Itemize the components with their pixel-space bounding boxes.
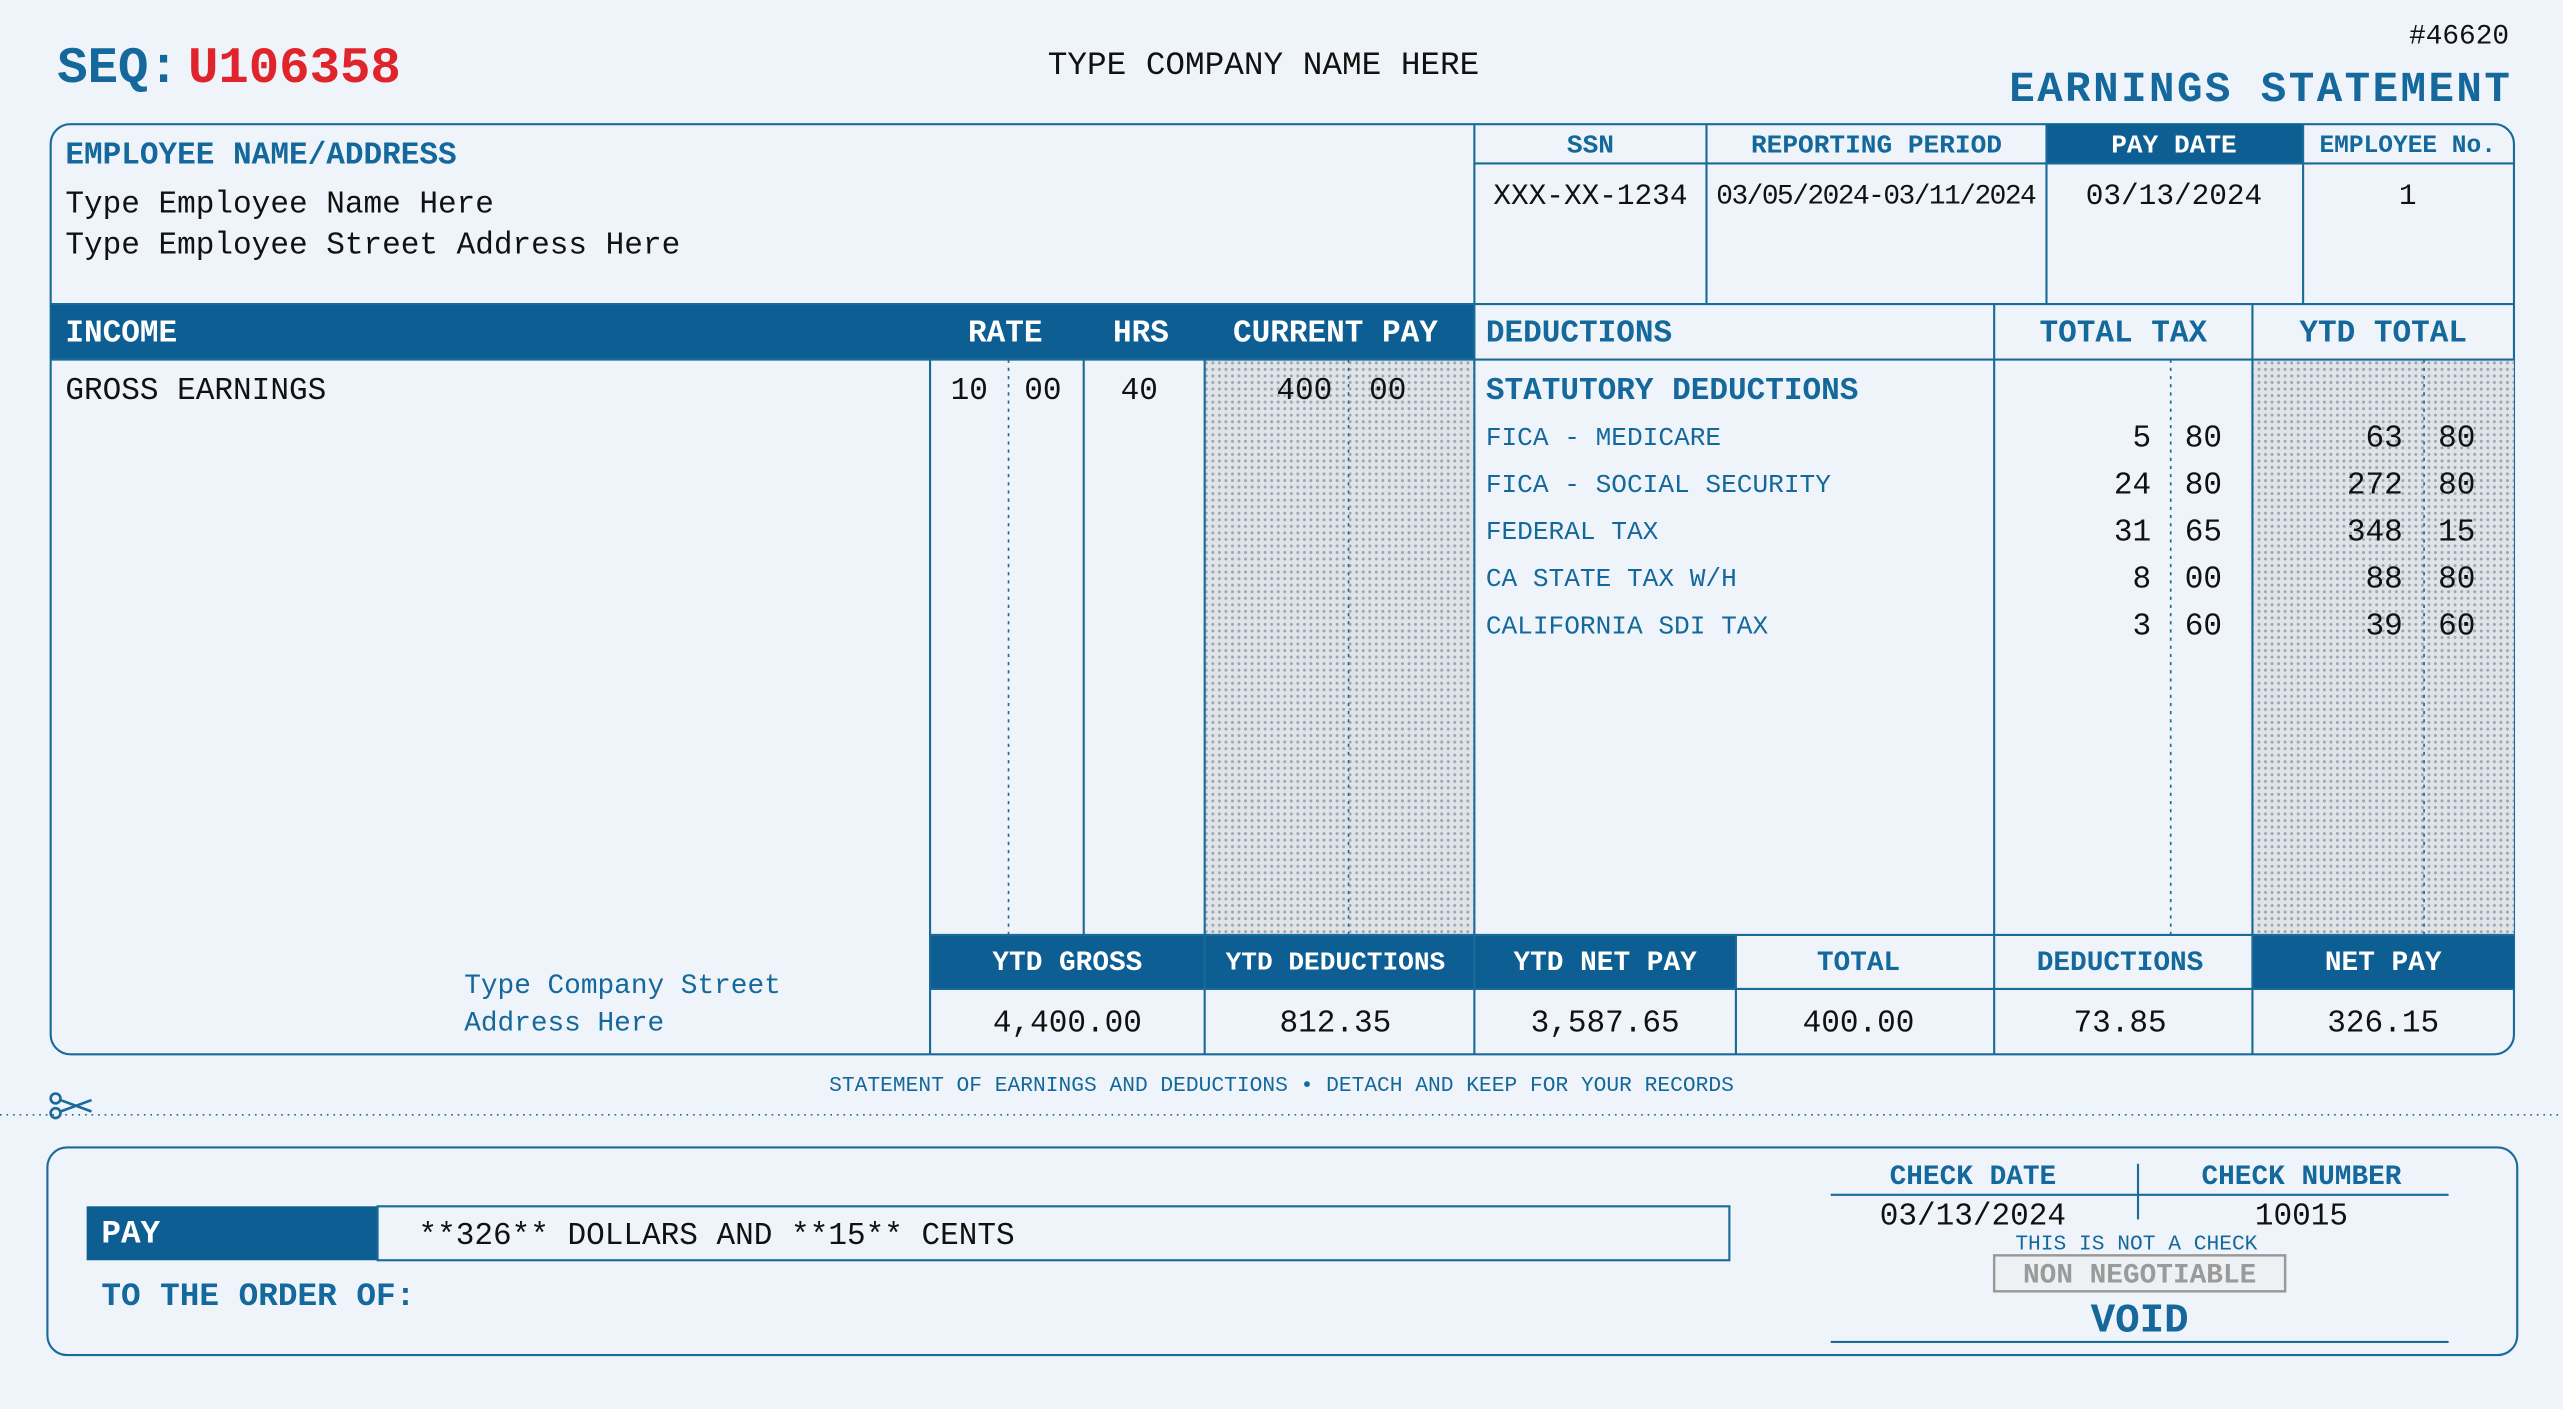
deduction-cell: 5 (2132, 421, 2151, 456)
totals-header: YTD DEDUCTIONS (1226, 948, 1446, 978)
deduction-cell: 60 (2185, 610, 2222, 645)
income-header: INCOME (65, 317, 177, 352)
void: VOID (2091, 1299, 2189, 1345)
totals-value: 326.15 (2327, 1006, 2439, 1041)
deduction-cell: CA STATE TAX W/H (1486, 564, 1737, 594)
non-negotiable: NON NEGOTIABLE (2023, 1260, 2256, 1291)
deduction-cell: 31 (2114, 515, 2151, 550)
totals-value: 73.85 (2073, 1006, 2166, 1041)
employee-address: Type Employee Street Address Here (65, 228, 680, 263)
income-cell: 40 (1121, 374, 1158, 409)
totals-value: 400.00 (1803, 1006, 1915, 1041)
totals-header-bar (930, 934, 1736, 989)
totals-header: DEDUCTIONS (2037, 948, 2204, 979)
deduction-cell: 65 (2185, 515, 2222, 550)
income-header: CURRENT PAY (1233, 317, 1438, 352)
totals-header: NET PAY (2325, 948, 2442, 979)
deduction-cell: FICA - MEDICARE (1486, 423, 1721, 453)
deduction-cell: 80 (2185, 421, 2222, 456)
deduction-cell: FICA - SOCIAL SECURITY (1486, 470, 1831, 500)
company-address: Address Here (464, 1009, 664, 1040)
totals-header: YTD NET PAY (1513, 948, 1697, 979)
company-name: TYPE COMPANY NAME HERE (1048, 47, 1480, 84)
income-cell: GROSS EARNINGS (65, 374, 326, 409)
non-negotiable-box (1992, 1254, 2287, 1293)
deduction-cell: 80 (2438, 468, 2475, 503)
totals-header-bar (2252, 934, 2514, 989)
deduction-cell: 348 (2347, 515, 2403, 550)
scissors-icon (49, 1092, 92, 1120)
deduction-cell: 00 (2185, 562, 2222, 597)
detach-note: STATEMENT OF EARNINGS AND DEDUCTIONS • D… (829, 1074, 1734, 1098)
pay-date-header (2046, 124, 2304, 164)
deduction-cell: 80 (2438, 421, 2475, 456)
info-value: 03/13/2024 (2086, 180, 2262, 213)
income-header: RATE (968, 317, 1043, 352)
shade (1204, 359, 1475, 935)
totals-value: 3,587.65 (1531, 1006, 1680, 1041)
company-address: Type Company Street (464, 971, 781, 1002)
deduction-cell: 272 (2347, 468, 2403, 503)
check-number: 10015 (2255, 1199, 2348, 1234)
income-cell: 00 (1024, 374, 1061, 409)
pay-label-bar (86, 1206, 378, 1261)
check-date: 03/13/2024 (1880, 1199, 2066, 1234)
deductions-header: DEDUCTIONS (1486, 317, 1672, 352)
check-number-label: CHECK NUMBER (2201, 1162, 2401, 1193)
amount: **326** DOLLARS AND **15** CENTS (418, 1219, 1014, 1254)
income-cell: 10 (951, 374, 988, 409)
deduction-cell: 80 (2438, 562, 2475, 597)
totals-header: TOTAL (1817, 948, 1900, 979)
deduction-cell: 63 (2366, 421, 2403, 456)
deduction-cell: FEDERAL TAX (1486, 517, 1659, 547)
seq-label: SEQ: (57, 41, 179, 98)
employee-label: EMPLOYEE NAME/ADDRESS (65, 138, 456, 173)
section-label: STATUTORY DEDUCTIONS (1486, 374, 1859, 409)
income-header: HRS (1113, 317, 1169, 352)
not-check: THIS IS NOT A CHECK (2015, 1233, 2257, 1257)
deduction-cell: 24 (2114, 468, 2151, 503)
info-header: EMPLOYEE No. (2319, 133, 2495, 160)
deduction-cell: 3 (2132, 610, 2151, 645)
info-header: PAY DATE (2111, 130, 2237, 160)
statement-number: #46620 (2409, 21, 2509, 52)
totals-value: 812.35 (1280, 1006, 1392, 1041)
statement-title: EARNINGS STATEMENT (2009, 66, 2512, 114)
seq: U106358 (188, 41, 401, 98)
income-cell: 00 (1369, 374, 1406, 409)
deduction-cell: 8 (2132, 562, 2151, 597)
deductions-header: YTD TOTAL (2299, 317, 2467, 352)
info-header: SSN (1567, 130, 1614, 160)
info-header: REPORTING PERIOD (1751, 130, 2002, 160)
deduction-cell: 60 (2438, 610, 2475, 645)
check-box (46, 1146, 2519, 1357)
deduction-cell: 88 (2366, 562, 2403, 597)
order-label: TO THE ORDER OF: (101, 1278, 415, 1315)
totals-header: YTD GROSS (992, 948, 1142, 979)
check-date-label: CHECK DATE (1890, 1162, 2057, 1193)
totals-value: 4,400.00 (993, 1006, 1142, 1041)
pay-label: PAY (101, 1216, 160, 1253)
amount-box (376, 1205, 1731, 1262)
deduction-cell: CALIFORNIA SDI TAX (1486, 611, 1769, 641)
deduction-cell: 80 (2185, 468, 2222, 503)
info-value: 1 (2399, 180, 2417, 213)
employee-name: Type Employee Name Here (65, 188, 494, 223)
deduction-cell: 39 (2366, 610, 2403, 645)
grid (50, 124, 2514, 1055)
deduction-cell: 15 (2438, 515, 2475, 550)
info-value: 03/05/2024-03/11/2024 (1716, 181, 2036, 212)
deductions-header: TOTAL TAX (2039, 317, 2207, 352)
shade (2252, 359, 2514, 935)
info-value: XXX-XX-1234 (1493, 180, 1687, 213)
income-cell: 400 (1276, 374, 1332, 409)
income-header-bar (50, 304, 1475, 360)
